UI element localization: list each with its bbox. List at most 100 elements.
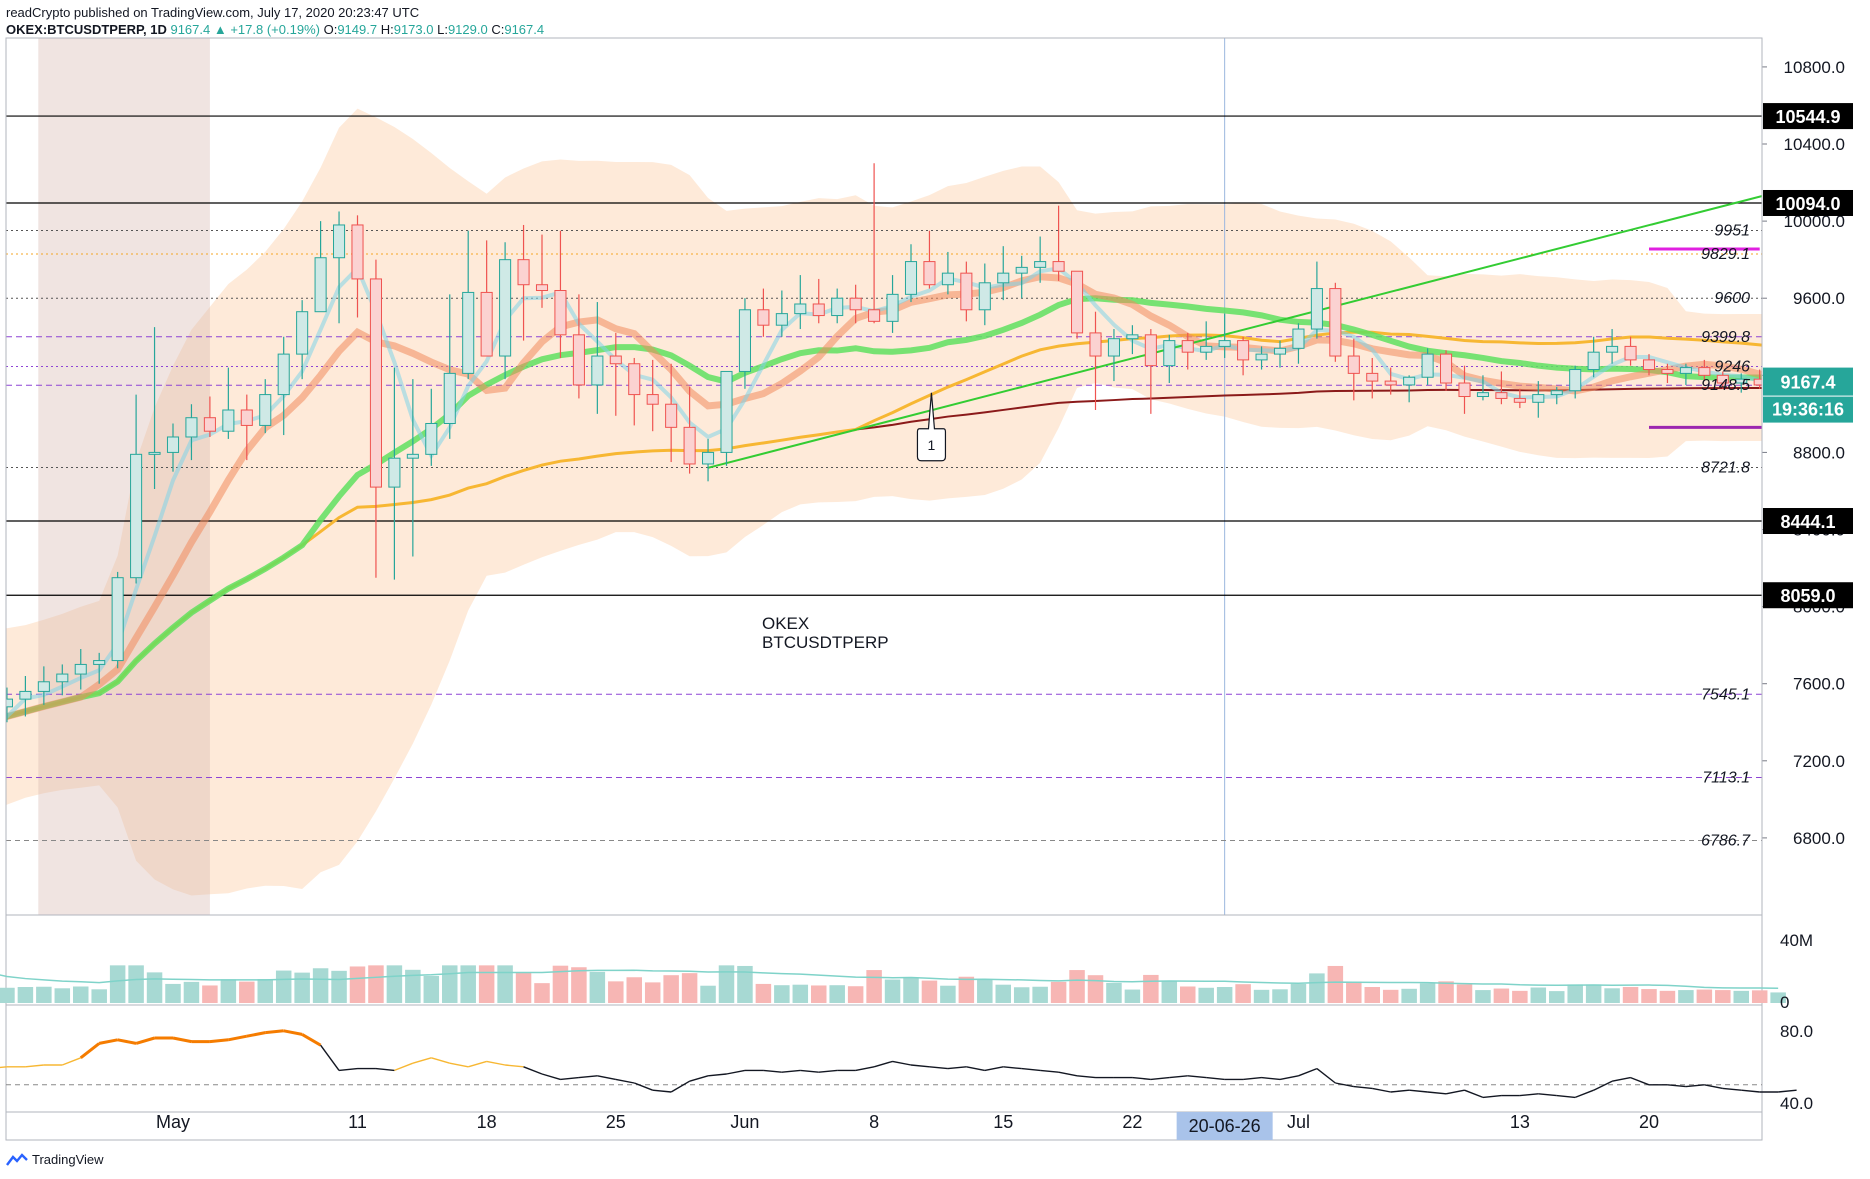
candle-body (480, 291, 493, 357)
volume-bar (0, 987, 15, 1003)
oscillator-line (929, 1066, 948, 1070)
oscillator-line (394, 1062, 414, 1072)
oscillator-line (1482, 1094, 1502, 1099)
publish-info: readCrypto published on TradingView.com,… (6, 5, 420, 20)
date-highlight-label: 20-06-26 (1189, 1116, 1261, 1136)
y-tick-label: 7200.0 (1793, 752, 1845, 771)
volume-bar (1493, 988, 1510, 1003)
candle-body (794, 303, 807, 315)
x-tick-label: 8 (869, 1112, 879, 1132)
oscillator-line (505, 1064, 524, 1068)
countdown-tag (1763, 396, 1853, 423)
x-tick-label: 20 (1639, 1112, 1659, 1132)
volume-bar (903, 978, 919, 1003)
oscillator-line (1611, 1076, 1631, 1082)
level-label: 9829.1 (1701, 246, 1750, 263)
candle-body (997, 272, 1010, 284)
volume-bar (294, 972, 310, 1003)
oscillator-line (689, 1075, 709, 1082)
volume-bar (183, 981, 200, 1003)
oscillator-line (449, 1062, 469, 1068)
oscillator-line (117, 1038, 137, 1045)
candle-body (1237, 340, 1250, 361)
candle-body (1218, 340, 1231, 347)
volume-bar (1530, 987, 1547, 1003)
candle-body (941, 272, 954, 286)
candle-body (1089, 332, 1102, 357)
candle-body (1403, 376, 1416, 386)
oscillator-line (1316, 1068, 1336, 1084)
chart-header: readCrypto published on TradingView.com,… (6, 4, 544, 38)
oscillator-line (1630, 1076, 1650, 1086)
oscillator-line (1298, 1067, 1318, 1077)
candle-body (1642, 359, 1656, 371)
x-tick-label: 25 (606, 1112, 626, 1132)
oscillator-line (1169, 1075, 1188, 1079)
candle-body (1015, 266, 1028, 274)
oscillator-line (523, 1066, 543, 1075)
volume-bar (1198, 987, 1214, 1003)
low-label: L: (437, 22, 448, 37)
callout-bubble (916, 392, 947, 462)
candle-body (591, 355, 604, 386)
candle-body (1329, 288, 1342, 357)
volume-bar (1143, 974, 1159, 1003)
oscillator-line (1409, 1089, 1428, 1093)
oscillator-tick-label: 80.0 (1780, 1022, 1813, 1041)
callout-label: 1 (928, 437, 936, 453)
oscillator-line (1243, 1076, 1262, 1081)
candle-body (1440, 353, 1453, 384)
candle-body (1421, 353, 1434, 378)
volume-bar (829, 985, 845, 1003)
volume-bar (386, 965, 403, 1003)
volume-bar (36, 986, 52, 1003)
volume-tick-label: 40M (1780, 931, 1813, 950)
volume-bar (977, 979, 993, 1003)
candle-body (683, 426, 696, 465)
candle-body (148, 451, 161, 455)
oscillator-line (1390, 1089, 1410, 1093)
level-tag (1763, 103, 1853, 130)
volume-bar (257, 979, 273, 1003)
volume-bar (1401, 988, 1417, 1003)
oscillator-line (135, 1036, 155, 1045)
oscillator-line (1574, 1089, 1594, 1099)
volume-bar (497, 965, 513, 1003)
oscillator-line (1556, 1094, 1576, 1099)
level-label: 6786.7 (1701, 832, 1751, 849)
level-label: 8721.8 (1701, 459, 1750, 476)
volume-bar (1346, 981, 1362, 1003)
oscillator-line (1076, 1075, 1096, 1079)
volume-bar (91, 989, 107, 1003)
candle-body (812, 303, 825, 317)
oscillator-line (1261, 1076, 1281, 1081)
volume-bar (1641, 989, 1657, 1003)
high-label: H: (380, 22, 394, 37)
candle-body (978, 282, 991, 311)
volume-bar (460, 965, 476, 1003)
volume-bar (774, 985, 790, 1003)
candle-body (702, 451, 715, 465)
volume-tick-label: 0 (1780, 993, 1789, 1012)
volume-bar (755, 983, 772, 1003)
volume-bar (128, 965, 144, 1003)
volume-bar (349, 966, 366, 1003)
level-label: 7113.1 (1702, 770, 1750, 787)
oscillator-line (1021, 1067, 1041, 1072)
candle-body (1255, 353, 1268, 361)
candle-body (1532, 394, 1545, 403)
level-label: 7545.1 (1701, 686, 1750, 703)
volume-bar (1604, 988, 1620, 1003)
level-tag (1763, 508, 1853, 535)
candle-body (37, 681, 50, 692)
volume-bar (54, 988, 71, 1003)
volume-bar (681, 973, 698, 1003)
oscillator-line (1427, 1091, 1447, 1095)
candle-body (462, 291, 475, 374)
candle-body (56, 673, 69, 683)
candle-body (1163, 340, 1176, 367)
open-label: O: (323, 22, 338, 37)
candle-body (130, 453, 143, 579)
volume-bar (1733, 990, 1749, 1003)
